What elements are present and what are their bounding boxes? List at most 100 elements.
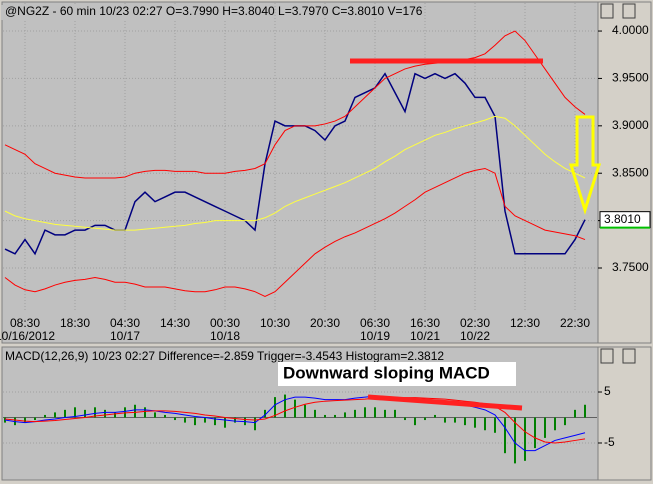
title-bg bbox=[1, 5, 271, 20]
histogram-bar bbox=[324, 414, 326, 418]
histogram-bar bbox=[314, 409, 316, 418]
y-tick-label: 3.9000 bbox=[612, 118, 649, 132]
macd-slope-annotation bbox=[367, 394, 523, 411]
histogram-bar bbox=[284, 394, 286, 418]
histogram-bar bbox=[34, 417, 36, 421]
histogram-bar bbox=[564, 417, 566, 426]
last-price-label: 3.8010 bbox=[604, 212, 641, 226]
histogram-bar bbox=[454, 417, 456, 423]
x-tick-label: 18:30 bbox=[60, 316, 90, 330]
series-line bbox=[4, 395, 586, 452]
price-panel bbox=[1, 1, 599, 344]
histogram-bar bbox=[134, 404, 136, 418]
histogram-bar bbox=[274, 397, 276, 418]
x-date-label: 10/18 bbox=[210, 329, 240, 343]
histogram-bar bbox=[404, 417, 406, 421]
histogram-bar bbox=[84, 409, 86, 418]
histogram-bar bbox=[74, 407, 76, 418]
histogram-bar bbox=[444, 417, 446, 423]
histogram-bar bbox=[184, 417, 186, 423]
histogram-bar bbox=[54, 412, 56, 418]
histogram-bar bbox=[154, 412, 156, 418]
histogram-bar bbox=[164, 414, 166, 418]
y-tick-label: 4.0000 bbox=[612, 23, 649, 37]
histogram-bar bbox=[394, 409, 396, 418]
histogram-bar bbox=[94, 407, 96, 418]
histogram-bar bbox=[354, 409, 356, 418]
y-tick-label: 3.8500 bbox=[612, 165, 649, 179]
button[interactable] bbox=[600, 3, 614, 19]
macd-axis bbox=[597, 346, 652, 481]
histogram-bar bbox=[484, 417, 486, 431]
y-tick-label: 5 bbox=[604, 384, 611, 398]
x-tick-label: 06:30 bbox=[360, 316, 390, 330]
y-tick-label: 3.7500 bbox=[612, 260, 649, 274]
annotation-bg bbox=[278, 362, 516, 386]
histogram-bar bbox=[534, 417, 536, 449]
histogram-bar bbox=[434, 414, 436, 418]
histogram-bar bbox=[254, 417, 256, 431]
histogram-bar bbox=[554, 417, 556, 431]
y-tick-label: 3.9500 bbox=[612, 71, 649, 85]
histogram-bar bbox=[304, 404, 306, 418]
x-tick-label: 16:30 bbox=[410, 316, 440, 330]
histogram-bar bbox=[174, 417, 176, 421]
button[interactable] bbox=[622, 348, 636, 364]
histogram-bar bbox=[234, 417, 236, 423]
histogram-bar bbox=[374, 407, 376, 418]
x-tick-label: 00:30 bbox=[210, 316, 240, 330]
histogram-bar bbox=[114, 412, 116, 418]
price-axis bbox=[597, 1, 652, 344]
histogram-bar bbox=[44, 414, 46, 418]
series-line bbox=[4, 30, 586, 179]
x-tick-label: 02:30 bbox=[460, 316, 490, 330]
histogram-bar bbox=[264, 409, 266, 418]
histogram-bar bbox=[194, 417, 196, 426]
series-line bbox=[4, 115, 586, 231]
histogram-bar bbox=[64, 409, 66, 418]
histogram-bar bbox=[524, 417, 526, 461]
histogram-bar bbox=[504, 417, 506, 454]
histogram-bar bbox=[344, 412, 346, 418]
button[interactable] bbox=[622, 3, 636, 19]
button[interactable] bbox=[600, 348, 614, 364]
x-date-label: 10/17 bbox=[110, 329, 140, 343]
series-line bbox=[4, 167, 586, 297]
x-date-label: 10/16/2012 bbox=[0, 329, 55, 343]
histogram-bar bbox=[514, 417, 516, 464]
annotation: Downward sloping MACD bbox=[283, 363, 490, 382]
histogram-bar bbox=[24, 417, 26, 423]
histogram-bar bbox=[474, 417, 476, 428]
histogram-bar bbox=[204, 417, 206, 423]
histogram-bar bbox=[414, 417, 416, 426]
histogram-bar bbox=[144, 407, 146, 418]
x-tick-label: 14:30 bbox=[160, 316, 190, 330]
x-tick-label: 04:30 bbox=[110, 316, 140, 330]
histogram-bar bbox=[424, 417, 426, 421]
histogram-bar bbox=[334, 414, 336, 418]
histogram-bar bbox=[104, 409, 106, 418]
y-tick-label: -5 bbox=[604, 435, 615, 449]
x-date-label: 10/19 bbox=[360, 329, 390, 343]
x-date-label: 10/21 bbox=[410, 329, 440, 343]
histogram-bar bbox=[224, 417, 226, 428]
x-tick-label: 10:30 bbox=[260, 316, 290, 330]
histogram-bar bbox=[584, 404, 586, 418]
histogram-bar bbox=[364, 407, 366, 418]
x-tick-label: 20:30 bbox=[310, 316, 340, 330]
histogram-bar bbox=[294, 399, 296, 418]
histogram-bar bbox=[384, 409, 386, 418]
arrow-annotation bbox=[568, 115, 602, 216]
x-tick-label: 22:30 bbox=[560, 316, 590, 330]
chart-title: @NG2Z - 60 min 10/23 02:27 O=3.7990 H=3.… bbox=[5, 4, 423, 18]
histogram-bar bbox=[214, 417, 216, 426]
histogram-bar bbox=[4, 417, 6, 423]
histogram-bar bbox=[464, 417, 466, 426]
x-tick-label: 12:30 bbox=[510, 316, 540, 330]
x-date-label: 10/22 bbox=[460, 329, 490, 343]
macd-title: MACD(12,26,9) 10/23 02:27 Difference=-2.… bbox=[5, 349, 444, 363]
histogram-bar bbox=[494, 417, 496, 433]
x-tick-label: 08:30 bbox=[10, 316, 40, 330]
tick-layer: 4.00003.95003.90003.85003.80003.750008:3… bbox=[0, 3, 649, 449]
